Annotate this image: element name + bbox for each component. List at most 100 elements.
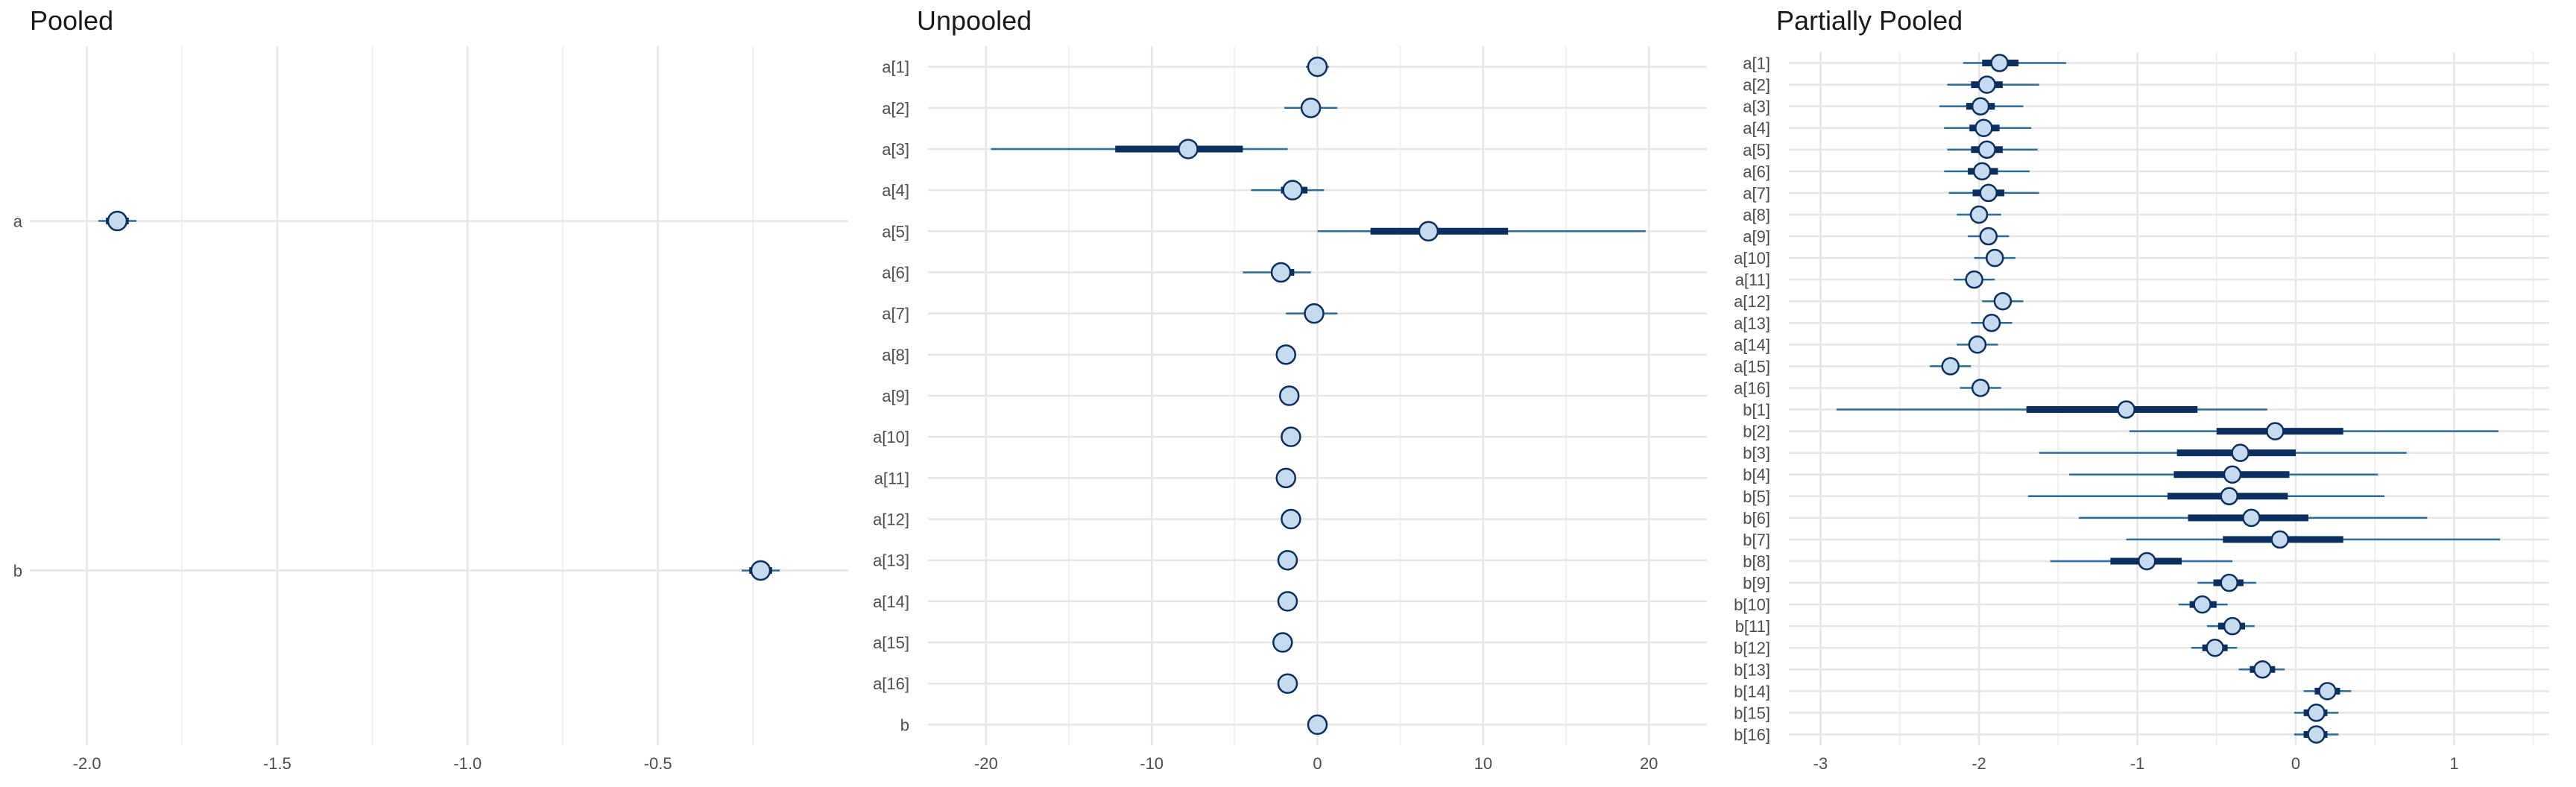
point-estimate [2117, 400, 2135, 419]
point-estimate [1977, 140, 1996, 159]
point-estimate [1941, 357, 1960, 376]
point-estimate [1971, 379, 1990, 397]
x-tick-label: 10 [1474, 754, 1492, 773]
y-tick-label: b[6] [1743, 509, 1770, 528]
point-estimate [1275, 467, 1297, 489]
y-tick-label: a[4] [1743, 119, 1770, 138]
point-estimate [107, 210, 128, 232]
y-tick-label: a[3] [1743, 98, 1770, 116]
y-tick-label: a[14] [1734, 335, 1770, 354]
y-tick-label: b[2] [1743, 423, 1770, 441]
y-tick-label: b [13, 562, 22, 581]
point-estimate [2307, 704, 2326, 722]
point-estimate [1986, 248, 2004, 268]
y-tick-label: a[5] [1743, 141, 1770, 159]
y-tick-label: a[13] [1734, 314, 1770, 332]
point-estimate [1974, 118, 1993, 137]
point-estimate [2270, 530, 2289, 549]
y-tick-label: a[15] [1734, 357, 1770, 376]
x-tick-label: -0.5 [644, 754, 672, 773]
y-tick-label: a[12] [1734, 292, 1770, 311]
y-tick-label: b[7] [1743, 531, 1770, 549]
point-estimate [1307, 56, 1328, 78]
point-estimate [1965, 270, 1983, 289]
y-tick-label: a[8] [882, 346, 909, 364]
y-tick-label: a[7] [882, 305, 909, 323]
point-estimate [1277, 591, 1298, 612]
point-estimate [2231, 443, 2250, 462]
point-estimate [1277, 673, 1298, 694]
y-tick-label: b[12] [1734, 639, 1770, 657]
point-estimate [2193, 595, 2212, 614]
point-estimate [1977, 75, 1996, 94]
y-tick-label: b[15] [1734, 704, 1770, 722]
x-tick-label: 0 [1313, 754, 1322, 773]
point-estimate [1300, 98, 1322, 118]
point-estimate [2253, 660, 2272, 679]
point-estimate [2220, 487, 2238, 506]
y-tick-label: a[9] [882, 387, 909, 405]
point-estimate [1971, 97, 1990, 116]
x-tick-label: -20 [974, 754, 998, 773]
y-tick-label: a[6] [1743, 162, 1770, 181]
y-tick-label: a[16] [873, 674, 909, 693]
y-tick-label: b[5] [1743, 487, 1770, 506]
x-tick-label: -2 [1972, 754, 1986, 773]
x-tick-label: 0 [2291, 754, 2300, 773]
point-estimate [1982, 314, 2001, 332]
y-tick-label: b[4] [1743, 466, 1770, 484]
point-estimate [2138, 551, 2156, 571]
y-tick-label: a[2] [882, 99, 909, 118]
point-estimate [1979, 227, 1998, 246]
y-tick-label: a[5] [882, 222, 909, 241]
point-estimate [2206, 638, 2224, 657]
y-tick-label: b[8] [1743, 552, 1770, 571]
y-tick-label: a[10] [873, 428, 909, 446]
y-tick-label: b[10] [1734, 595, 1770, 614]
point-estimate [2220, 573, 2238, 592]
panel-title: Partially Pooled [1776, 5, 1963, 36]
point-estimate [1304, 303, 1325, 324]
point-estimate [1275, 344, 1297, 365]
y-tick-label: a[1] [882, 58, 909, 77]
y-tick-label: b[9] [1743, 574, 1770, 592]
point-estimate [750, 560, 771, 581]
point-estimate [1973, 162, 1992, 181]
point-estimate [1969, 205, 1989, 224]
y-tick-label: a[15] [873, 633, 909, 652]
point-estimate [2318, 682, 2337, 701]
x-tick-label: -10 [1140, 754, 1164, 773]
y-tick-label: a[11] [1735, 271, 1770, 289]
point-estimate [1277, 549, 1298, 571]
point-estimate [1178, 139, 1199, 159]
x-tick-label: -1 [2130, 754, 2145, 773]
y-tick-label: b[14] [1734, 682, 1770, 701]
point-estimate [1272, 632, 1293, 653]
x-tick-label: -1.5 [263, 754, 291, 773]
y-tick-label: a[14] [873, 592, 909, 611]
y-tick-label: a[8] [1743, 206, 1770, 224]
y-tick-label: a [13, 212, 23, 231]
point-estimate [1270, 262, 1292, 283]
panel-pooled: -2.0 -1.5 -1.0 -0.5 Pooled a b [13, 5, 848, 773]
y-tick-label: b[11] [1735, 617, 1770, 636]
panel-title: Unpooled [917, 5, 1032, 36]
y-tick-label: b[13] [1734, 660, 1770, 679]
point-estimate [2223, 465, 2242, 484]
x-tick-label: -2.0 [73, 754, 101, 773]
y-tick-label: a[13] [873, 551, 909, 570]
y-tick-label: a[2] [1743, 76, 1770, 95]
y-tick-label: a[12] [873, 511, 909, 529]
y-tick-label: b [900, 715, 909, 734]
y-tick-label: b[1] [1743, 401, 1770, 420]
point-estimate [1990, 54, 2009, 72]
y-tick-label: a[1] [1743, 54, 1770, 73]
point-estimate [1418, 221, 1439, 242]
point-estimate [1979, 183, 1998, 203]
point-estimate [1281, 426, 1301, 447]
y-tick-label: a[6] [882, 263, 909, 282]
y-tick-label: a[16] [1734, 379, 1770, 397]
point-estimate [1278, 385, 1300, 406]
y-tick-label: b[16] [1734, 725, 1770, 744]
